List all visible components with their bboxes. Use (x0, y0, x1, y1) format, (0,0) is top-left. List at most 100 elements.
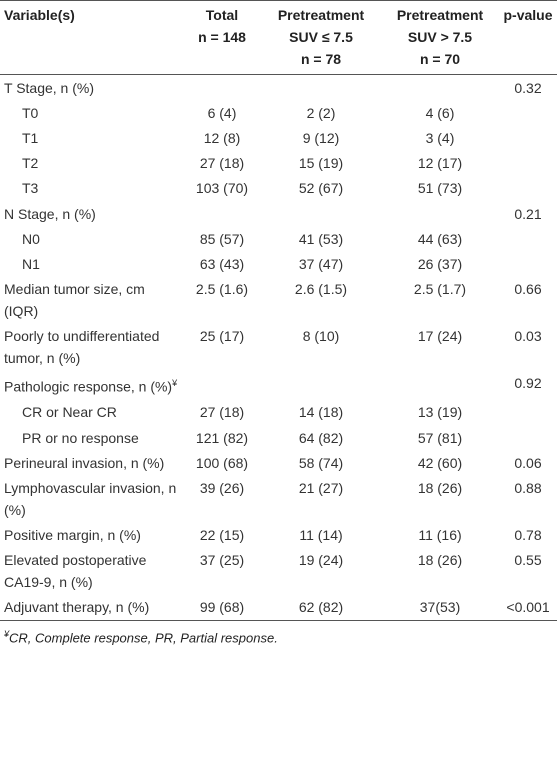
table-cell: T2 (0, 151, 183, 176)
cell-text: N Stage, n (%) (4, 205, 96, 222)
cell-text: 100 (68) (195, 454, 249, 471)
table-cell: 64 (82) (261, 425, 381, 450)
cell-text: Positive margin, n (%) (4, 527, 141, 544)
table-cell: 42 (60) (381, 450, 499, 475)
p-cell (499, 100, 557, 125)
p-value: 0.92 (514, 375, 542, 392)
cell-text: 19 (24) (298, 552, 344, 569)
table-cell: 2.5 (1.7) (381, 277, 499, 324)
cell-text: T3 (22, 180, 39, 197)
table-cell: Lymphovascular invasion, n (%) (0, 475, 183, 522)
table-cell: 99 (68) (183, 595, 261, 621)
table-row: N Stage, n (%) 0.21 (0, 201, 557, 226)
header-line: SUV > 7.5 (407, 29, 473, 45)
cell-text: 11 (16) (418, 527, 462, 544)
cell-text: 14 (18) (298, 404, 344, 421)
header-line: SUV ≤ 7.5 (289, 29, 353, 45)
cell-text: Pathologic response, n (%) (4, 379, 173, 396)
p-value: 0.06 (514, 454, 542, 471)
p-value: 0.66 (514, 281, 542, 298)
cell-text: Poorly to undifferentiated tumor, n (%) (4, 328, 160, 367)
footnote: ¥CR, Complete response, PR, Partial resp… (0, 621, 557, 653)
table-cell: 26 (37) (381, 251, 499, 276)
table-cell: 12 (17) (381, 151, 499, 176)
cell-text: 18 (26) (417, 479, 463, 496)
cell-text: 85 (57) (199, 230, 245, 247)
table-cell: 25 (17) (183, 324, 261, 371)
cell-text: 25 (17) (199, 328, 245, 345)
cell-text: 121 (82) (195, 429, 249, 446)
cell-text: Lymphovascular invasion, n (%) (4, 479, 177, 518)
p-cell (499, 425, 557, 450)
table-cell (261, 201, 381, 226)
table-cell: 44 (63) (381, 226, 499, 251)
table-cell: 121 (82) (183, 425, 261, 450)
header-line: Variable(s) (4, 7, 75, 23)
table-cell: 8 (10) (261, 324, 381, 371)
cell-text: T0 (22, 104, 39, 121)
table-cell: 6 (4) (183, 100, 261, 125)
table-cell: Positive margin, n (%) (0, 522, 183, 547)
footnote-text: CR, Complete response, PR, Partial respo… (9, 630, 278, 646)
p-cell: 0.21 (499, 201, 557, 226)
header-cell: Variable(s) (0, 0, 183, 75)
p-cell (499, 125, 557, 150)
cell-text: CR or Near CR (22, 404, 117, 421)
cell-text: 51 (73) (417, 180, 463, 197)
header-line: Pretreatment (396, 7, 484, 23)
p-cell: 0.32 (499, 75, 557, 101)
table-cell: 18 (26) (381, 475, 499, 522)
table-cell (381, 75, 499, 101)
cell-text: 63 (43) (199, 255, 245, 272)
p-value: 0.21 (514, 205, 542, 222)
header-line: n = 78 (300, 51, 342, 67)
header-row: Variable(s) Total n = 148 Pretreatment SUV ≤… (0, 0, 557, 75)
cell-text: 42 (60) (417, 454, 463, 471)
cell-text: Perineural invasion, n (%) (4, 454, 165, 471)
table-row: T Stage, n (%) 0.32 (0, 75, 557, 101)
table-cell: CR or Near CR (0, 400, 183, 425)
p-cell: 0.66 (499, 277, 557, 324)
table-row: PR or no response 121 (82) 64 (82) 57 (81) (0, 425, 557, 450)
table-cell: 21 (27) (261, 475, 381, 522)
cell-text: 52 (67) (298, 180, 344, 197)
table-cell: 37(53) (381, 595, 499, 621)
table-row: T3 103 (70) 52 (67) 51 (73) (0, 176, 557, 201)
table-cell: 13 (19) (381, 400, 499, 425)
p-value: 0.55 (514, 552, 542, 569)
header-line: n = 70 (419, 51, 461, 67)
table-cell: Perineural invasion, n (%) (0, 450, 183, 475)
cell-text: Median tumor size, cm (IQR) (4, 281, 145, 320)
table-row: N1 63 (43) 37 (47) 26 (37) (0, 251, 557, 276)
p-cell (499, 400, 557, 425)
cell-text: T Stage, n (%) (4, 79, 95, 96)
header-line: Total (205, 7, 239, 23)
table-cell: 27 (18) (183, 400, 261, 425)
table-cell (261, 75, 381, 101)
table-cell: 15 (19) (261, 151, 381, 176)
cell-text: 58 (74) (298, 454, 344, 471)
table-cell: 22 (15) (183, 522, 261, 547)
cell-text: 27 (18) (199, 404, 245, 421)
table-cell: 39 (26) (183, 475, 261, 522)
cell-text: 27 (18) (199, 155, 245, 172)
table-cell: 14 (18) (261, 400, 381, 425)
cell-text: Adjuvant therapy, n (%) (4, 599, 150, 616)
cell-text: T1 (22, 129, 39, 146)
table-cell: 11 (16) (381, 522, 499, 547)
table-cell: 2 (2) (261, 100, 381, 125)
cell-text: 64 (82) (298, 429, 344, 446)
table-cell: 9 (12) (261, 125, 381, 150)
table-cell: N0 (0, 226, 183, 251)
table-cell: 57 (81) (381, 425, 499, 450)
cell-text: 22 (15) (199, 527, 245, 544)
table-cell: 18 (26) (381, 548, 499, 595)
cell-text: 62 (82) (298, 599, 344, 616)
cell-text: 103 (70) (195, 180, 249, 197)
cell-text: 6 (4) (207, 104, 237, 121)
table-row: Perineural invasion, n (%) 100 (68) 58 (74… (0, 450, 557, 475)
table-row: CR or Near CR 27 (18) 14 (18) 13 (19) (0, 400, 557, 425)
table-row: Median tumor size, cm (IQR) 2.5 (1.6) 2.6 … (0, 277, 557, 324)
table-cell: Poorly to undifferentiated tumor, n (%) (0, 324, 183, 371)
p-cell (499, 251, 557, 276)
